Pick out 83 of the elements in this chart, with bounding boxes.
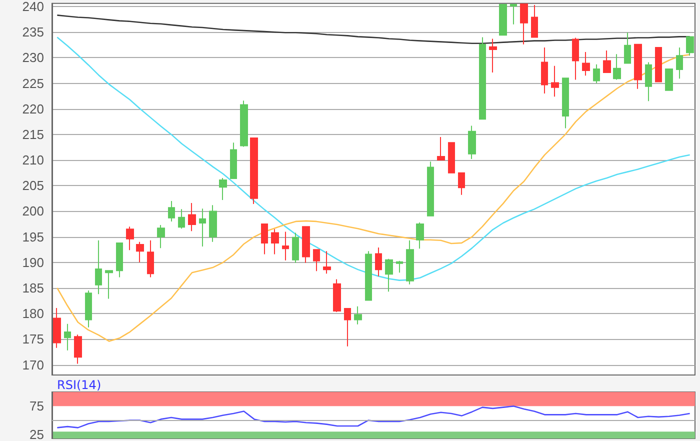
y-tick-label: 75 [30,398,44,414]
candlestick [489,38,497,74]
candlestick [209,204,217,242]
candlestick [520,3,528,45]
y-tick-label: 225 [22,76,44,91]
candlestick [126,226,134,251]
candlestick [572,37,579,80]
candlestick [219,177,227,200]
candlestick [613,54,621,80]
candlestick [85,290,92,328]
candlestick [261,224,268,255]
candlestick [74,334,82,364]
candlestick [676,46,683,80]
chart-title: RSI(14) [57,378,102,392]
candlestick [64,323,71,351]
y-tick-label: 25 [30,427,44,441]
candlestick [437,136,445,161]
candlestick [147,240,154,278]
y-tick-label: 215 [22,126,44,142]
candlestick [178,208,185,230]
y-tick-label: 190 [22,254,44,270]
candlestick [499,3,507,36]
candlestick [333,278,341,313]
y-tick-label: 220 [22,101,44,116]
candlestick [624,32,631,64]
y-tick-label: 240 [22,0,44,14]
y-tick-label: 205 [22,178,44,194]
y-tick-label: 210 [22,152,44,168]
candlestick [375,247,382,277]
candlestick [250,138,258,205]
candlestick [551,65,559,98]
candlestick [95,240,102,295]
y-tick-label: 235 [22,24,44,40]
candlestick [188,202,196,232]
candlestick [458,172,465,196]
candlestick [665,68,673,91]
candlestick [385,258,393,292]
line-series [56,36,690,281]
line-series [56,406,690,428]
candlestick [582,52,590,76]
candlestick [634,44,642,90]
y-tick-label: 185 [22,280,44,296]
candlestick [282,231,289,261]
candlestick [655,46,662,82]
candlestick [396,260,403,274]
candlestick [313,249,320,272]
candlestick [645,62,652,102]
candlestick [116,242,123,278]
candlestick [323,250,331,274]
candlestick [686,36,694,56]
candlestick [541,46,548,94]
candlestick [302,226,310,264]
candlestick [448,142,455,174]
candlestick [562,78,569,129]
candlestick [406,240,414,285]
y-tick-label: 180 [22,306,44,322]
candlestick [603,50,611,74]
candlestick [157,224,165,249]
candlestick [105,270,113,300]
y-tick-label: 195 [22,229,44,244]
candlestick [292,232,299,264]
candlestick [427,161,434,216]
line-series [56,54,690,342]
candlestick [344,308,351,347]
candlestick [271,228,279,255]
y-tick-label: 200 [22,204,44,219]
y-tick-label: 170 [22,357,44,372]
y-tick-label: 175 [22,332,44,347]
candlestick [136,241,144,263]
candlestick [53,307,61,348]
candlestick [479,36,486,120]
candlestick [365,250,372,301]
candlestick [199,208,206,248]
candlestick [230,142,237,179]
candlestick [593,64,600,84]
candlestick [168,200,175,222]
candlestick [510,3,517,25]
candlestick [468,125,476,160]
candlestick [354,306,362,325]
candlestick [416,222,424,250]
y-tick-label: 230 [22,50,44,66]
candlestick [531,4,538,38]
candlestick [240,100,248,148]
